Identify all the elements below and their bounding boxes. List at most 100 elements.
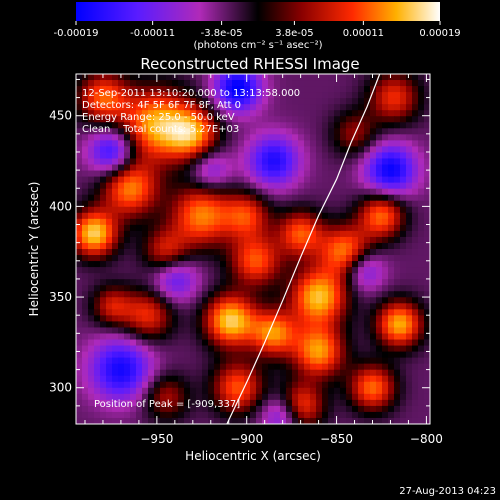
heatmap-cell [352, 182, 359, 190]
heatmap-cell [112, 369, 119, 377]
heatmap-cell [310, 236, 317, 244]
heatmap-cell [100, 230, 107, 238]
heatmap-cell [106, 327, 113, 335]
heatmap-cell [88, 291, 95, 298]
heatmap-cell [88, 188, 95, 196]
heatmap-cell [316, 285, 323, 292]
heatmap-cell [202, 279, 209, 286]
heatmap-cell [262, 309, 269, 316]
heatmap-cell [388, 363, 395, 371]
heatmap-cell [118, 297, 125, 304]
heatmap-cell [148, 110, 155, 117]
heatmap-cell [124, 303, 131, 310]
heatmap-cell [268, 74, 275, 81]
heatmap-cell [388, 98, 395, 105]
heatmap-cell [124, 236, 131, 244]
heatmap-cell [190, 291, 197, 298]
heatmap-cell [112, 206, 119, 214]
heatmap-cell [376, 188, 383, 196]
heatmap-cell [142, 110, 149, 117]
heatmap-cell [112, 182, 119, 190]
heatmap-cell [256, 116, 263, 123]
heatmap-cell [382, 273, 389, 280]
heatmap-cell [298, 351, 305, 359]
heatmap-cell [364, 417, 371, 424]
heatmap-cell [208, 86, 215, 93]
heatmap-cell [184, 98, 191, 105]
heatmap-cell [88, 218, 95, 226]
heatmap-cell [328, 74, 335, 81]
heatmap-cell [112, 104, 119, 111]
heatmap-cell [160, 194, 167, 202]
heatmap-cell [214, 411, 221, 419]
heatmap-cell [94, 218, 101, 226]
heatmap-cell [244, 405, 251, 413]
heatmap-cell [298, 393, 305, 401]
heatmap-cell [166, 375, 173, 383]
heatmap-cell [424, 267, 430, 274]
heatmap-cell [424, 194, 430, 202]
heatmap-cell [370, 399, 377, 407]
heatmap-cell [412, 122, 419, 129]
heatmap-cell [190, 345, 197, 353]
heatmap-cell [406, 200, 413, 208]
heatmap-cell [298, 128, 305, 135]
heatmap-cell [106, 393, 113, 401]
heatmap-cell [184, 182, 191, 190]
heatmap-cell [124, 387, 131, 395]
heatmap-cell [190, 122, 197, 129]
heatmap-cell [280, 291, 287, 298]
heatmap-cell [358, 291, 365, 298]
heatmap-cell [136, 381, 143, 389]
heatmap-cell [274, 249, 281, 256]
heatmap-cell [166, 242, 173, 250]
heatmap-cell [136, 212, 143, 220]
heatmap-cell [334, 309, 341, 316]
heatmap-cell [334, 218, 341, 226]
heatmap-cell [160, 357, 167, 365]
heatmap-cell [250, 200, 257, 208]
heatmap-cell [184, 224, 191, 232]
heatmap-cell [244, 399, 251, 407]
heatmap-cell [208, 375, 215, 383]
heatmap-cell [130, 345, 137, 353]
heatmap-cell [376, 104, 383, 111]
heatmap-cell [340, 255, 347, 262]
heatmap-cell [244, 345, 251, 353]
heatmap-cell [328, 393, 335, 401]
heatmap-cell [286, 128, 293, 135]
heatmap-cell [76, 74, 83, 81]
heatmap-cell [310, 206, 317, 214]
heatmap-cell [274, 74, 281, 81]
heatmap-cell [376, 393, 383, 401]
heatmap-cell [376, 86, 383, 93]
heatmap-cell [190, 218, 197, 226]
heatmap-cell [340, 218, 347, 226]
heatmap-cell [208, 381, 215, 389]
heatmap-cell [388, 134, 395, 141]
heatmap-cell [388, 146, 395, 154]
heatmap-cell [136, 405, 143, 413]
heatmap-cell [286, 381, 293, 389]
heatmap-cell [262, 116, 269, 123]
heatmap-cell [130, 206, 137, 214]
heatmap-cell [322, 146, 329, 154]
heatmap-cell [280, 158, 287, 166]
heatmap-cell [328, 321, 335, 329]
heatmap-cell [226, 333, 233, 341]
heatmap-cell [142, 267, 149, 274]
heatmap-cell [190, 351, 197, 359]
heatmap-cell [406, 194, 413, 202]
heatmap-cell [166, 303, 173, 310]
heatmap-cell [136, 285, 143, 292]
heatmap-cell [280, 327, 287, 335]
heatmap-cell [190, 327, 197, 335]
heatmap-cell [82, 357, 89, 365]
heatmap-cell [406, 279, 413, 286]
heatmap-cell [292, 164, 299, 172]
heatmap-cell [250, 369, 257, 377]
heatmap-cell [388, 242, 395, 250]
heatmap-cell [424, 218, 430, 226]
heatmap-cell [394, 128, 401, 135]
heatmap-cell [280, 122, 287, 129]
